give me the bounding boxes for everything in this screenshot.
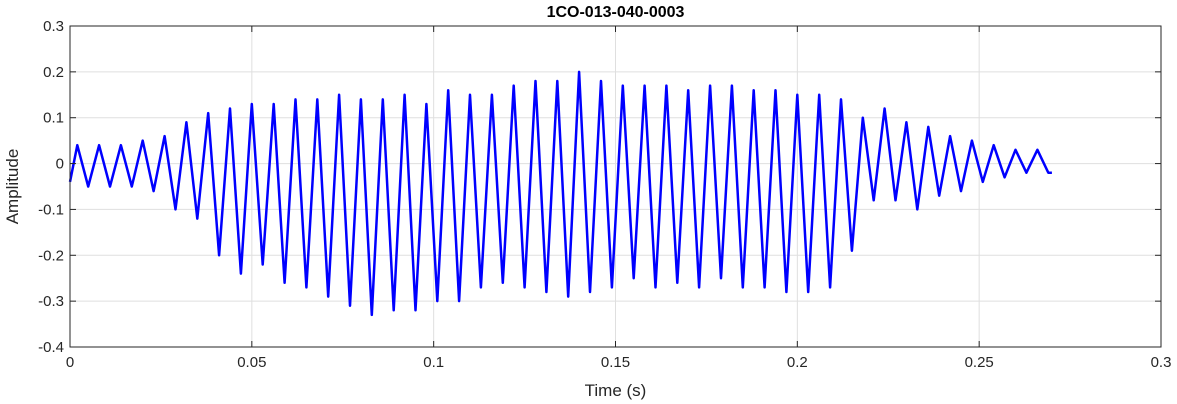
series-layer: [68, 70, 1052, 317]
series-line: [68, 70, 1052, 317]
y-tick-label: 0.3: [43, 18, 64, 35]
x-axis-label: Time (s): [585, 381, 647, 400]
y-tick-label: 0.2: [43, 64, 64, 81]
y-tick-label: 0: [56, 156, 64, 173]
y-tick-label: -0.4: [38, 339, 64, 356]
x-tick-label: 0: [66, 354, 74, 371]
y-axis-label: Amplitude: [3, 149, 22, 225]
x-tick-label: 0.1: [423, 354, 444, 371]
y-tick-label: 0.1: [43, 110, 64, 127]
ticks: 0 0.05 0.1 0.15 0.2 0.25 0.3 -0.4 -0.3 -0.2 -0.1 0 0…: [38, 18, 1171, 371]
y-tick-label: -0.3: [38, 293, 64, 310]
x-tick-label: 0.3: [1151, 354, 1172, 371]
chart-title: 1CO-013-040-0003: [547, 4, 685, 21]
y-tick-label: -0.1: [38, 201, 64, 218]
x-tick-label: 0.15: [601, 354, 630, 371]
x-tick-label: 0.05: [237, 354, 266, 371]
x-tick-label: 0.25: [965, 354, 994, 371]
x-tick-label: 0.2: [787, 354, 808, 371]
y-tick-label: -0.2: [38, 247, 64, 264]
